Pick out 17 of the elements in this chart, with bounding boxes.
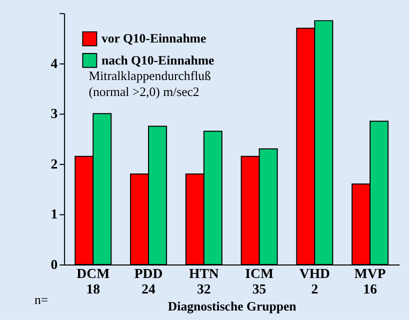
x-tick-label: ICM 35 — [245, 266, 274, 297]
x-tick-label: PDD 24 — [134, 266, 163, 297]
x-tick-label: MVP 16 — [354, 266, 386, 297]
y-tick-label: 4 — [50, 56, 58, 71]
y-tick-label: 2 — [50, 156, 58, 172]
y-tick-label: 3 — [50, 106, 58, 122]
x-tick-label: VHD 2 — [299, 266, 330, 297]
text: n= — [34, 292, 48, 307]
legend-label: vor Q10-Einnahme — [102, 32, 206, 46]
annotation: (normal >2,0) m/sec2 — [88, 84, 200, 99]
y-tick-label: 0 — [50, 256, 58, 272]
annotation: Mitralklappendurchfluß — [88, 69, 211, 84]
x-tick-label: DCM 18 — [76, 266, 110, 297]
x-axis-title: Diagnostische Gruppen — [168, 299, 296, 314]
legend-label: nach Q10-Einnahme — [102, 53, 215, 68]
x-tick-label: HTN 32 — [188, 266, 219, 297]
y-tick-label: 1 — [50, 206, 58, 222]
